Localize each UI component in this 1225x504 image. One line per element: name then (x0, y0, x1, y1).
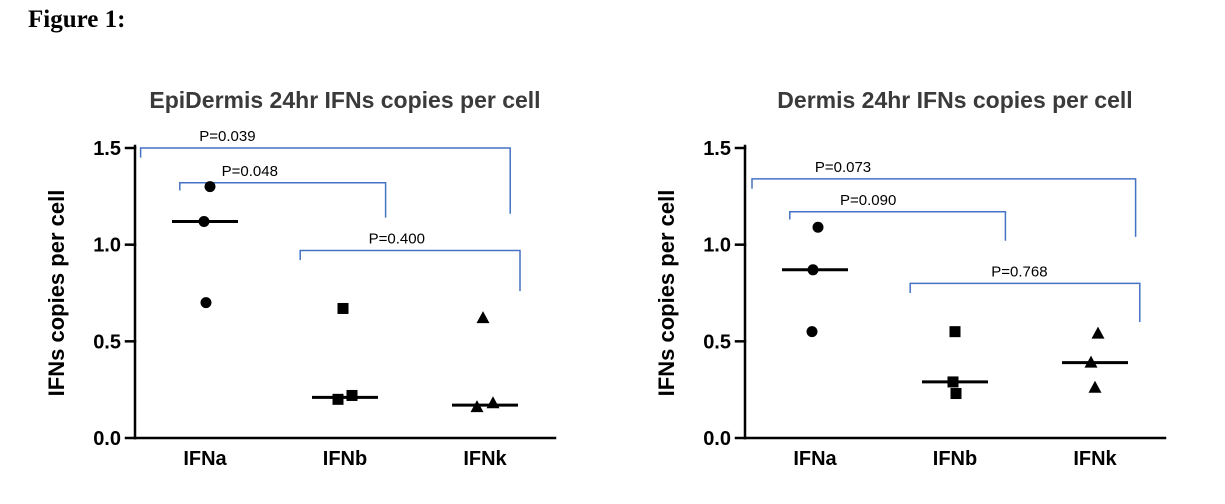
data-point-square (332, 393, 344, 405)
data-point-square (337, 302, 349, 314)
x-category-label: IFNk (1073, 448, 1117, 470)
significance-bracket (179, 182, 387, 218)
x-category-label: IFNa (183, 448, 227, 470)
y-tick-label: 0.5 (703, 331, 731, 353)
chart-epidermis: EpiDermis 24hr IFNs copies per cell IFNs … (44, 87, 557, 470)
figure-label: Figure 1: (28, 6, 126, 33)
significance-bracket (909, 282, 1141, 322)
p-value-label: P=0.073 (815, 159, 871, 176)
x-category-label: IFNk (463, 448, 507, 470)
y-tick-label: 0.0 (703, 428, 731, 450)
y-tick-label: 1.5 (703, 138, 731, 160)
significance-bracket (299, 249, 521, 292)
chart-title: EpiDermis 24hr IFNs copies per cell (149, 87, 540, 113)
y-axis-label: IFNs copies per cell (44, 190, 69, 397)
p-value-label: P=0.768 (991, 263, 1047, 280)
significance-bracket (789, 211, 1007, 241)
p-value-label: P=0.090 (840, 192, 896, 209)
data-point-triangle (486, 396, 500, 409)
data-point-triangle (476, 311, 490, 324)
y-tick-label: 0.5 (93, 331, 121, 353)
y-tick-label: 0.0 (93, 428, 121, 450)
chart-title: Dermis 24hr IFNs copies per cell (777, 87, 1132, 113)
data-point-square (949, 326, 961, 338)
data-point-triangle (470, 400, 484, 413)
y-axis-label: IFNs copies per cell (654, 190, 679, 397)
data-point-circle (806, 326, 818, 338)
p-value-label: P=0.400 (369, 230, 425, 247)
x-category-label: IFNb (933, 448, 977, 470)
data-point-circle (200, 297, 212, 309)
p-value-label: P=0.039 (199, 128, 255, 145)
y-tick-label: 1.5 (93, 138, 121, 160)
data-point-circle (204, 181, 216, 193)
y-tick-label: 1.0 (93, 235, 121, 257)
data-point-square (346, 389, 358, 401)
chart-dermis: Dermis 24hr IFNs copies per cell IFNs cop… (654, 87, 1167, 470)
y-tick-label: 1.0 (703, 235, 731, 257)
data-point-circle (198, 215, 210, 227)
data-point-circle (812, 221, 824, 233)
significance-bracket (751, 178, 1137, 237)
p-value-label: P=0.048 (222, 163, 278, 180)
data-point-square (947, 376, 959, 388)
x-category-label: IFNb (323, 448, 367, 470)
data-point-circle (807, 264, 819, 276)
data-point-triangle (1084, 355, 1098, 368)
data-point-square (950, 388, 962, 400)
significance-bracket (139, 147, 511, 214)
x-category-label: IFNa (793, 448, 837, 470)
data-point-triangle (1088, 380, 1102, 393)
data-point-triangle (1091, 326, 1105, 339)
